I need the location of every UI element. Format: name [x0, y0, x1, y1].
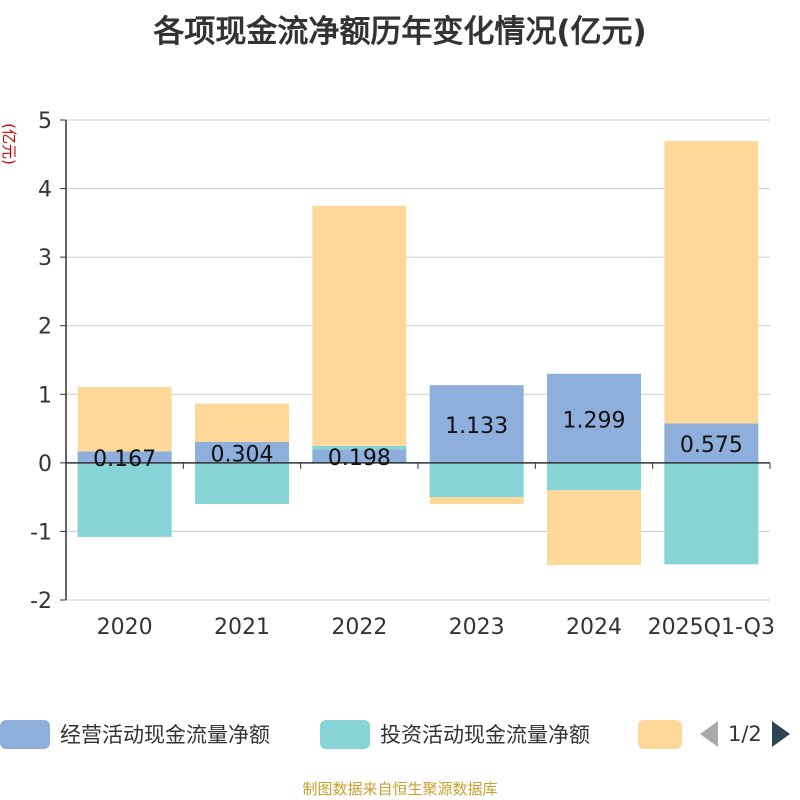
bar-s0-2025Q1-Q3 — [664, 423, 759, 463]
data-label: 0.198 — [328, 446, 391, 471]
pager-prev-icon[interactable] — [700, 721, 718, 747]
x-tick-label: 2025Q1-Q3 — [648, 615, 775, 640]
legend-item-investing[interactable]: 投资活动现金流量净额 — [320, 716, 590, 752]
legend-label-investing: 投资活动现金流量净额 — [380, 723, 590, 747]
legend-item-financing[interactable] — [638, 716, 682, 752]
legend-label-operating: 经营活动现金流量净额 — [60, 723, 270, 747]
y-tick-label: 3 — [38, 246, 52, 271]
y-tick-label: -1 — [30, 520, 52, 545]
bar-s1-2024 — [547, 462, 641, 491]
pager-next-icon[interactable] — [771, 721, 790, 747]
pager-text: 1/2 — [728, 722, 762, 746]
y-tick-label: 0 — [38, 452, 52, 477]
y-tick-label: 5 — [38, 109, 52, 134]
y-tick-label: 4 — [38, 178, 52, 203]
bar-s0-2024 — [547, 373, 641, 463]
data-label: 1.299 — [563, 408, 626, 433]
bar-s1-2020 — [77, 462, 172, 537]
legend-swatch-operating — [0, 719, 50, 749]
bar-s2-2024 — [547, 490, 641, 566]
bar-s1-2021 — [195, 462, 289, 504]
legend-swatch-financing — [638, 719, 682, 749]
x-tick-label: 2023 — [449, 615, 505, 640]
legend: 经营活动现金流量净额 投资活动现金流量净额 1/2 — [0, 716, 800, 752]
bar-s2-2021 — [195, 403, 289, 443]
y-tick-label: 1 — [38, 383, 52, 408]
bar-s0-2020 — [77, 451, 172, 463]
bar-s0-2021 — [195, 442, 289, 463]
data-label: 0.304 — [211, 442, 274, 467]
y-axis-label: (亿元) — [0, 123, 18, 165]
legend-swatch-investing — [320, 719, 370, 749]
bar-s0-2022 — [312, 449, 407, 463]
bar-s1-2022 — [312, 445, 407, 450]
data-label: 1.133 — [445, 414, 508, 439]
legend-pager: 1/2 — [700, 716, 790, 752]
legend-item-operating[interactable]: 经营活动现金流量净额 — [0, 716, 270, 752]
chart-title: 各项现金流净额历年变化情况(亿元) — [153, 14, 647, 50]
data-label: 0.575 — [680, 433, 743, 458]
bar-s2-2023 — [429, 497, 524, 504]
bar-s2-2020 — [77, 386, 172, 452]
x-tick-label: 2024 — [566, 615, 622, 640]
bar-s2-2022 — [312, 205, 407, 446]
bar-s0-2023 — [429, 385, 524, 463]
y-tick-label: -2 — [30, 589, 52, 614]
bar-s1-2025Q1-Q3 — [664, 462, 759, 565]
chart-plot: -2 -1 0 1 2 3 4 5 (亿元) 2020 2021 2022 2023 2024 2025Q1… — [0, 109, 775, 640]
x-tick-label: 2020 — [97, 615, 153, 640]
x-tick-label: 2022 — [331, 615, 387, 640]
y-tick-label: 2 — [38, 315, 52, 340]
data-label: 0.167 — [93, 447, 156, 472]
bar-s2-2025Q1-Q3 — [664, 140, 759, 424]
bar-s1-2023 — [429, 462, 524, 498]
source-note: 制图数据来自恒生聚源数据库 — [302, 780, 498, 798]
x-tick-label: 2021 — [214, 615, 270, 640]
